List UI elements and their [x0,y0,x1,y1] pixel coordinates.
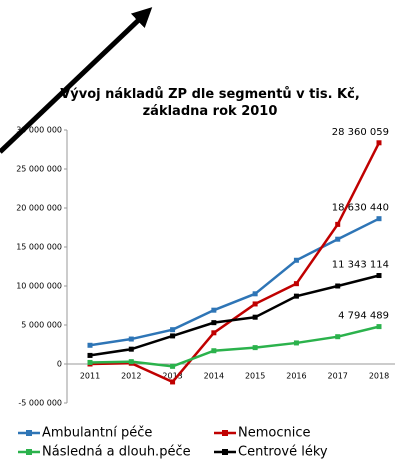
marker [128,346,134,352]
chart-title: Vývoj nákladů ZP dle segmentů v tis. Kč,… [60,87,360,119]
marker [128,359,134,365]
value-label: 4 794 489 [338,311,389,322]
x-tick-label: 2016 [286,372,306,381]
value-label: 11 343 114 [332,260,389,271]
y-tick-label: 15 000 000 [16,243,62,252]
marker [335,236,341,242]
y-tick-label: 10 000 000 [16,282,62,291]
marker [170,327,176,333]
value-label: 18 630 440 [332,203,389,214]
y-tick-label: 5 000 000 [21,321,62,330]
marker [293,281,299,287]
marker [211,320,217,326]
marker [211,307,217,313]
marker [128,336,134,342]
marker [252,345,258,351]
legend-label: Centrové léky [238,445,328,460]
value-label: 28 360 059 [332,127,389,138]
marker [87,342,93,348]
y-tick-label: 0 [57,360,62,369]
x-tick-label: 2017 [328,372,348,381]
legend-label: Následná a dlouh.péče [42,445,191,460]
marker [293,293,299,299]
marker [87,352,93,358]
arrow [0,7,153,154]
marker [376,216,382,222]
legend-marker [26,449,32,455]
marker [376,324,382,330]
marker [335,221,341,227]
marker [335,283,341,289]
x-tick-label: 2013 [162,372,182,381]
legend-label: Ambulantní péče [42,426,152,441]
marker [87,359,93,365]
x-tick-label: 2014 [204,372,224,381]
legend-label: Nemocnice [238,426,310,441]
y-tick-label: 20 000 000 [16,204,62,213]
x-tick-label: 2012 [121,372,141,381]
marker [170,379,176,385]
marker [293,340,299,346]
marker [252,301,258,307]
x-tick-label: 2015 [245,372,265,381]
series-line [89,325,380,368]
marker [252,314,258,320]
marker [335,334,341,340]
x-tick-label: 2011 [80,372,100,381]
legend-marker [222,430,228,436]
marker [293,257,299,263]
y-tick-label: 30 000 000 [16,126,62,135]
marker [376,140,382,146]
series-line [89,142,381,384]
y-tick-label: -5 000 000 [18,399,62,408]
marker [170,363,176,369]
legend-marker [26,430,32,436]
marker [252,291,258,297]
marker [170,333,176,339]
series-line [89,217,380,347]
marker [376,273,382,279]
marker [211,348,217,354]
series-line [89,274,380,357]
marker [211,330,217,336]
y-tick-label: 25 000 000 [16,165,62,174]
legend-marker [222,449,228,455]
x-tick-label: 2018 [369,372,389,381]
